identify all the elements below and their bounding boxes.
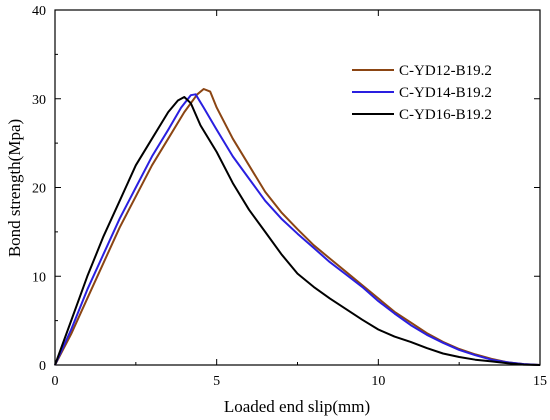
series-line-C-YD12-B19.2 <box>54 88 541 366</box>
axis-ticks: 0 5 10 15 0 10 20 30 40 <box>32 4 547 389</box>
y-tick-label: 10 <box>32 270 46 285</box>
legend-label-C-YD12-B19.2: C-YD12-B19.2 <box>399 63 492 79</box>
series-line-C-YD14-B19.2 <box>54 93 541 366</box>
series-line-C-YD16-B19.2 <box>54 96 541 366</box>
y-tick-label: 20 <box>32 182 46 197</box>
series-lines <box>54 88 541 366</box>
legend-label-C-YD14-B19.2: C-YD14-B19.2 <box>399 85 492 101</box>
legend-label-C-YD16-B19.2: C-YD16-B19.2 <box>399 107 492 123</box>
x-tick-label: 5 <box>213 374 220 389</box>
x-tick-label: 10 <box>371 374 385 389</box>
y-axis-title: Bond strength(Mpa) <box>5 119 24 257</box>
y-tick-label: 30 <box>32 93 46 108</box>
x-tick-label: 0 <box>52 374 59 389</box>
y-tick-label: 40 <box>32 4 46 19</box>
y-tick-label: 0 <box>39 359 46 374</box>
x-tick-label: 15 <box>533 374 547 389</box>
legend: C-YD12-B19.2 C-YD14-B19.2 C-YD16-B19.2 <box>352 63 492 123</box>
x-axis-title: Loaded end slip(mm) <box>224 397 370 416</box>
